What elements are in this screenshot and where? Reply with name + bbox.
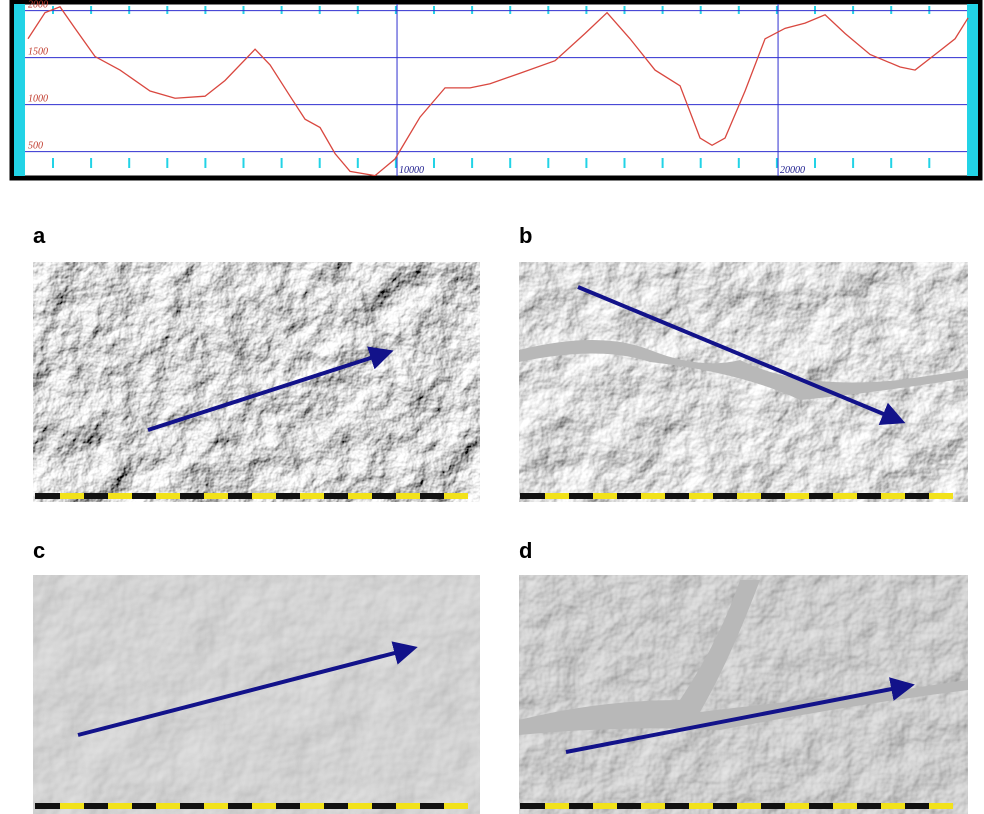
scale-segment (545, 803, 569, 809)
x-tick-label: 10000 (399, 165, 424, 176)
scale-segment (833, 803, 857, 809)
scale-segment (300, 493, 324, 499)
scale-segment (929, 493, 953, 499)
scale-segment (108, 803, 132, 809)
hillshade-map (33, 262, 480, 502)
panel-label: d (519, 538, 532, 563)
scale-segment (348, 493, 372, 499)
panel-c: c (33, 538, 480, 814)
scale-segment (641, 493, 665, 499)
scale-segment (833, 493, 857, 499)
edge-bar (967, 4, 978, 176)
scale-segment (641, 803, 665, 809)
panel-label: b (519, 223, 532, 248)
panel-label: a (33, 223, 46, 248)
scale-segment (396, 493, 420, 499)
scale-segment (444, 803, 468, 809)
scale-segment (689, 493, 713, 499)
scale-segment (545, 493, 569, 499)
scale-segment (737, 803, 761, 809)
scale-segment (929, 803, 953, 809)
scale-segment (593, 803, 617, 809)
scale-segment (252, 803, 276, 809)
scale-segment (300, 803, 324, 809)
scale-segment (881, 803, 905, 809)
scale-segment (204, 803, 228, 809)
scale-segment (785, 803, 809, 809)
scale-segment (593, 493, 617, 499)
scale-segment (396, 803, 420, 809)
scale-segment (204, 493, 228, 499)
panel-label: c (33, 538, 45, 563)
panel-d: d (519, 538, 968, 814)
panel-a: a (33, 223, 480, 502)
y-tick-label: 1500 (28, 47, 48, 58)
y-tick-label: 500 (28, 141, 43, 152)
figure: 500 1000 1500 2000 10000 20000 a b c d (0, 0, 984, 814)
hillshade-map (33, 575, 480, 814)
scale-segment (108, 493, 132, 499)
scale-segment (881, 493, 905, 499)
panel-b: b (519, 223, 968, 502)
scale-segment (252, 493, 276, 499)
y-tick-label: 2000 (28, 0, 48, 11)
scale-segment (785, 493, 809, 499)
edge-bar (14, 4, 25, 176)
scale-segment (60, 803, 84, 809)
y-tick-label: 1000 (28, 94, 48, 105)
scale-segment (156, 493, 180, 499)
scale-segment (444, 493, 468, 499)
scale-segment (60, 493, 84, 499)
scale-segment (156, 803, 180, 809)
scale-segment (348, 803, 372, 809)
x-tick-label: 20000 (780, 165, 805, 176)
scale-segment (689, 803, 713, 809)
scale-segment (737, 493, 761, 499)
